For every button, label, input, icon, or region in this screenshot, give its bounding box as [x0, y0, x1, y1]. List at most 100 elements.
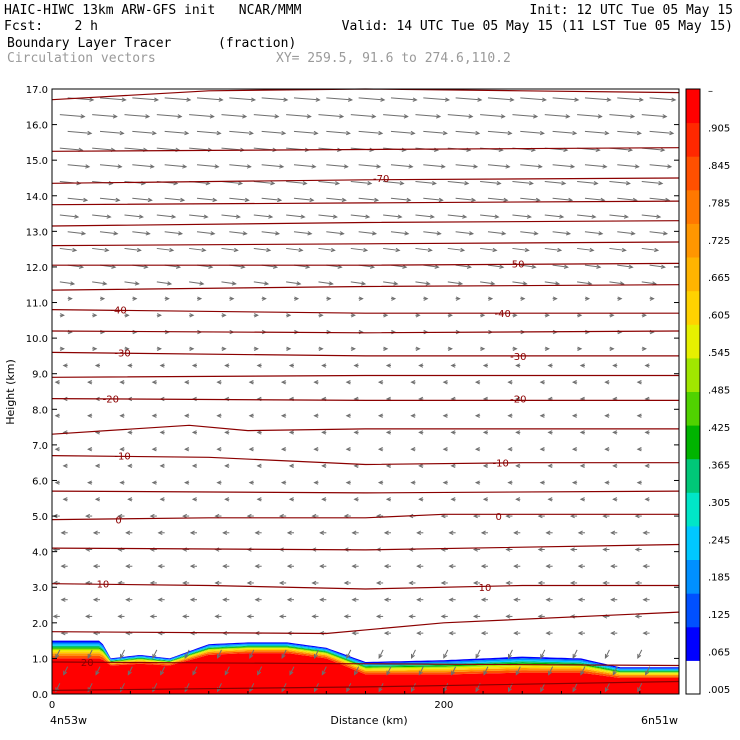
- wind-vector: [313, 446, 319, 452]
- wind-vector: [326, 97, 354, 102]
- wind-vector: [127, 363, 133, 368]
- wind-vector: [455, 197, 477, 203]
- y-tick-label: 0.0: [32, 690, 48, 701]
- y-tick-label: 2.0: [32, 619, 48, 630]
- wind-vector: [351, 530, 359, 535]
- wind-vector: [318, 247, 336, 253]
- wind-vector: [280, 480, 287, 485]
- wind-vector: [67, 197, 89, 203]
- wind-vector: [152, 649, 158, 659]
- colorbar-label: .605: [708, 311, 730, 322]
- wind-vector: [507, 380, 513, 385]
- wind-vector: [319, 597, 327, 602]
- wind-vector: [151, 480, 157, 485]
- wind-vector: [572, 649, 578, 659]
- wind-vector: [487, 264, 505, 269]
- colorbar-label: .905: [708, 123, 730, 134]
- wind-vector: [440, 580, 448, 586]
- wind-vector: [552, 130, 578, 136]
- wind-vector: [579, 430, 585, 435]
- wind-vector: [156, 214, 177, 219]
- wind-vector: [345, 480, 351, 485]
- wind-vector: [515, 363, 521, 368]
- wind-vector: [383, 281, 399, 286]
- wind-vector: [221, 313, 227, 318]
- wind-vector: [584, 296, 591, 301]
- wind-vector: [482, 430, 488, 435]
- colorbar-label: .305: [708, 498, 730, 509]
- wind-vector: [345, 413, 351, 418]
- wind-vector: [637, 649, 643, 659]
- y-tick-label: 6.0: [32, 476, 48, 487]
- wind-vector: [191, 430, 197, 435]
- contour-line: [51, 200, 680, 206]
- contour-line: [51, 220, 680, 227]
- colorbar-swatch: [686, 189, 700, 224]
- wind-vector: [125, 564, 133, 569]
- wind-vector: [313, 480, 319, 485]
- tracer-band: [52, 650, 679, 677]
- wind-vector: [293, 130, 319, 136]
- wind-vector: [343, 580, 351, 586]
- wind-vector: [375, 614, 384, 619]
- wind-vector: [59, 313, 65, 318]
- wind-vector: [577, 564, 585, 569]
- wind-vector: [512, 214, 532, 219]
- wind-vector: [410, 480, 416, 485]
- wind-vector: [415, 346, 421, 351]
- wind-vector: [253, 180, 276, 186]
- wind-vector: [386, 666, 392, 676]
- wind-vector: [418, 430, 424, 435]
- wind-vector: [584, 264, 602, 269]
- wind-vector: [189, 114, 215, 119]
- wind-vector: [552, 97, 580, 102]
- wind-vector: [87, 380, 93, 385]
- wind-vector: [280, 446, 287, 452]
- wind-vector: [602, 547, 610, 552]
- wind-vector: [216, 380, 222, 385]
- wind-vector: [224, 463, 230, 469]
- wind-vector: [512, 114, 539, 119]
- wind-vector: [62, 497, 68, 502]
- contour-line: [51, 374, 679, 378]
- wind-vector: [508, 649, 513, 659]
- wind-vector: [447, 180, 470, 186]
- colorbar-swatch: [686, 223, 700, 258]
- wind-vector: [254, 530, 262, 535]
- wind-vector: [321, 363, 327, 368]
- wind-vector: [571, 413, 578, 418]
- wind-vector: [475, 649, 481, 659]
- wind-vector: [254, 564, 262, 569]
- colorbar-swatch: [686, 593, 700, 628]
- wind-vector: [54, 446, 60, 452]
- wind-vector: [321, 666, 327, 676]
- wind-vector: [447, 346, 453, 351]
- wind-vector: [440, 614, 448, 619]
- wind-vector: [520, 197, 541, 203]
- wind-vector: [547, 430, 553, 435]
- wind-vector: [67, 130, 93, 136]
- wind-vector: [319, 564, 327, 569]
- wind-vector: [649, 231, 669, 236]
- colorbar-label: –: [708, 86, 713, 97]
- tracer-band: [52, 646, 679, 673]
- wind-vector: [505, 580, 513, 586]
- wind-vector: [117, 614, 125, 619]
- wind-vector: [515, 666, 521, 676]
- wind-vector: [313, 380, 319, 385]
- wind-vector: [124, 281, 140, 286]
- wind-vector: [221, 247, 239, 253]
- wind-vector: [450, 430, 456, 435]
- contour-label: -70: [373, 174, 389, 185]
- contour-label: -30: [114, 348, 130, 359]
- wind-vector: [318, 313, 324, 318]
- wind-vector: [390, 130, 416, 136]
- wind-vector: [512, 247, 530, 253]
- colorbar-swatch: [686, 660, 700, 695]
- fcst-line: Fcst: 2 h: [4, 19, 98, 34]
- wind-vector: [547, 363, 553, 368]
- wind-vector: [552, 264, 569, 269]
- wind-vector: [326, 296, 332, 301]
- wind-vector: [132, 231, 151, 236]
- wind-vector: [579, 497, 585, 502]
